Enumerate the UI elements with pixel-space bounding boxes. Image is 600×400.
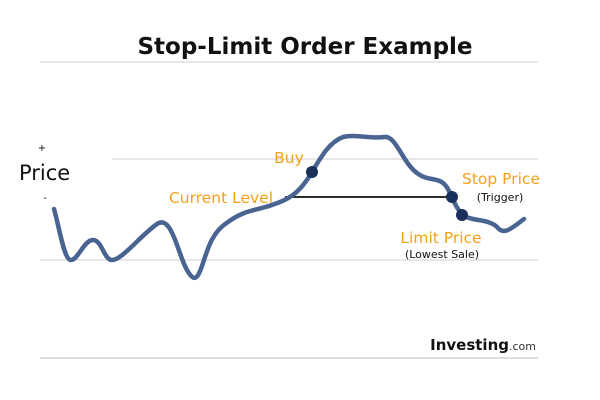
axis-minus-sign: - bbox=[43, 193, 47, 204]
logo-wordmark: Investing.com bbox=[430, 336, 536, 354]
buy-marker bbox=[306, 166, 318, 178]
limit-price-note: (Lowest Sale) bbox=[405, 248, 479, 261]
stop-price-marker bbox=[446, 191, 458, 203]
limit-price-marker bbox=[456, 209, 468, 221]
axis-plus-sign: + bbox=[38, 143, 46, 154]
stop-price-note: (Trigger) bbox=[477, 191, 524, 204]
stop-price-label: Stop Price bbox=[462, 170, 540, 188]
page-title: Stop-Limit Order Example bbox=[137, 34, 472, 60]
current-level-label: Current Level bbox=[169, 189, 273, 207]
buy-label: Buy bbox=[274, 149, 304, 167]
limit-price-label: Limit Price bbox=[400, 229, 481, 247]
logo-brand: Investing bbox=[430, 336, 509, 354]
axis-label-price: Price bbox=[19, 161, 70, 185]
investing-logo: Investing.com bbox=[430, 336, 536, 354]
logo-suffix: .com bbox=[509, 340, 536, 353]
